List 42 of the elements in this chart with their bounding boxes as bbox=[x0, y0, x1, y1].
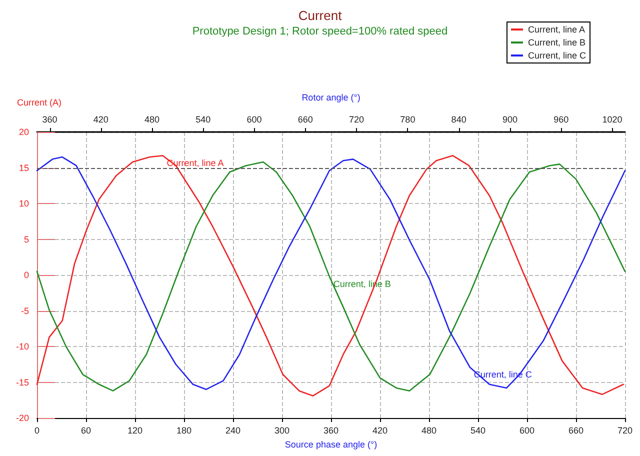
y-tick-label: -15 bbox=[16, 377, 29, 388]
x-tick-label: 360 bbox=[323, 426, 339, 436]
x2-tick-label: 540 bbox=[196, 114, 211, 124]
x-tick-label: 540 bbox=[470, 426, 486, 436]
chart-title: Current bbox=[298, 8, 342, 23]
x2-tick-label: 480 bbox=[144, 114, 160, 124]
y-tick-label: -5 bbox=[20, 306, 29, 316]
x-tick-label: 180 bbox=[176, 426, 192, 436]
x-tick-label: 0 bbox=[34, 426, 40, 436]
x-tick-label: 660 bbox=[568, 426, 584, 436]
y-tick-label: 20 bbox=[18, 127, 29, 137]
x-tick-label: 600 bbox=[519, 426, 535, 436]
x2-tick-label: 900 bbox=[502, 114, 518, 124]
x2-tick-label: 660 bbox=[298, 114, 313, 124]
x2-tick-label: 780 bbox=[400, 114, 416, 124]
x-tick-label: 480 bbox=[421, 426, 437, 436]
x2-tick-label: 360 bbox=[42, 114, 58, 124]
x-tick-label: 240 bbox=[225, 426, 241, 436]
y-tick-label: 5 bbox=[24, 234, 29, 244]
legend-label: Current, line C bbox=[528, 50, 586, 60]
x-tick-label: 300 bbox=[274, 426, 290, 436]
y-tick-label: 10 bbox=[18, 198, 29, 208]
x2-tick-label: 1020 bbox=[602, 114, 622, 124]
x-axis-title: Source phase angle (°) bbox=[284, 439, 378, 450]
y-axis-title: Current (A) bbox=[17, 98, 62, 108]
x-tick-label: 60 bbox=[80, 426, 92, 436]
chart-subtitle: Prototype Design 1; Rotor speed=100% rated speed bbox=[192, 26, 448, 38]
x-tick-label: 120 bbox=[127, 426, 143, 436]
x-tick-label: 720 bbox=[617, 426, 633, 436]
x2-tick-label: 840 bbox=[451, 114, 466, 124]
legend-label: Current, line B bbox=[528, 38, 586, 48]
y-tick-label: -20 bbox=[16, 413, 29, 423]
x2-axis-title: Rotor angle (°) bbox=[302, 92, 360, 102]
x2-tick-label: 720 bbox=[349, 114, 364, 124]
x2-tick-label: 420 bbox=[93, 114, 108, 124]
x2-tick-label: 960 bbox=[554, 114, 569, 124]
y-tick-label: 15 bbox=[18, 162, 29, 173]
x2-tick-label: 600 bbox=[246, 114, 262, 124]
y-tick-label: 0 bbox=[24, 270, 29, 280]
y-tick-label: -10 bbox=[16, 342, 29, 352]
legend-label: Current, line A bbox=[528, 24, 586, 34]
x-tick-label: 420 bbox=[372, 426, 388, 436]
